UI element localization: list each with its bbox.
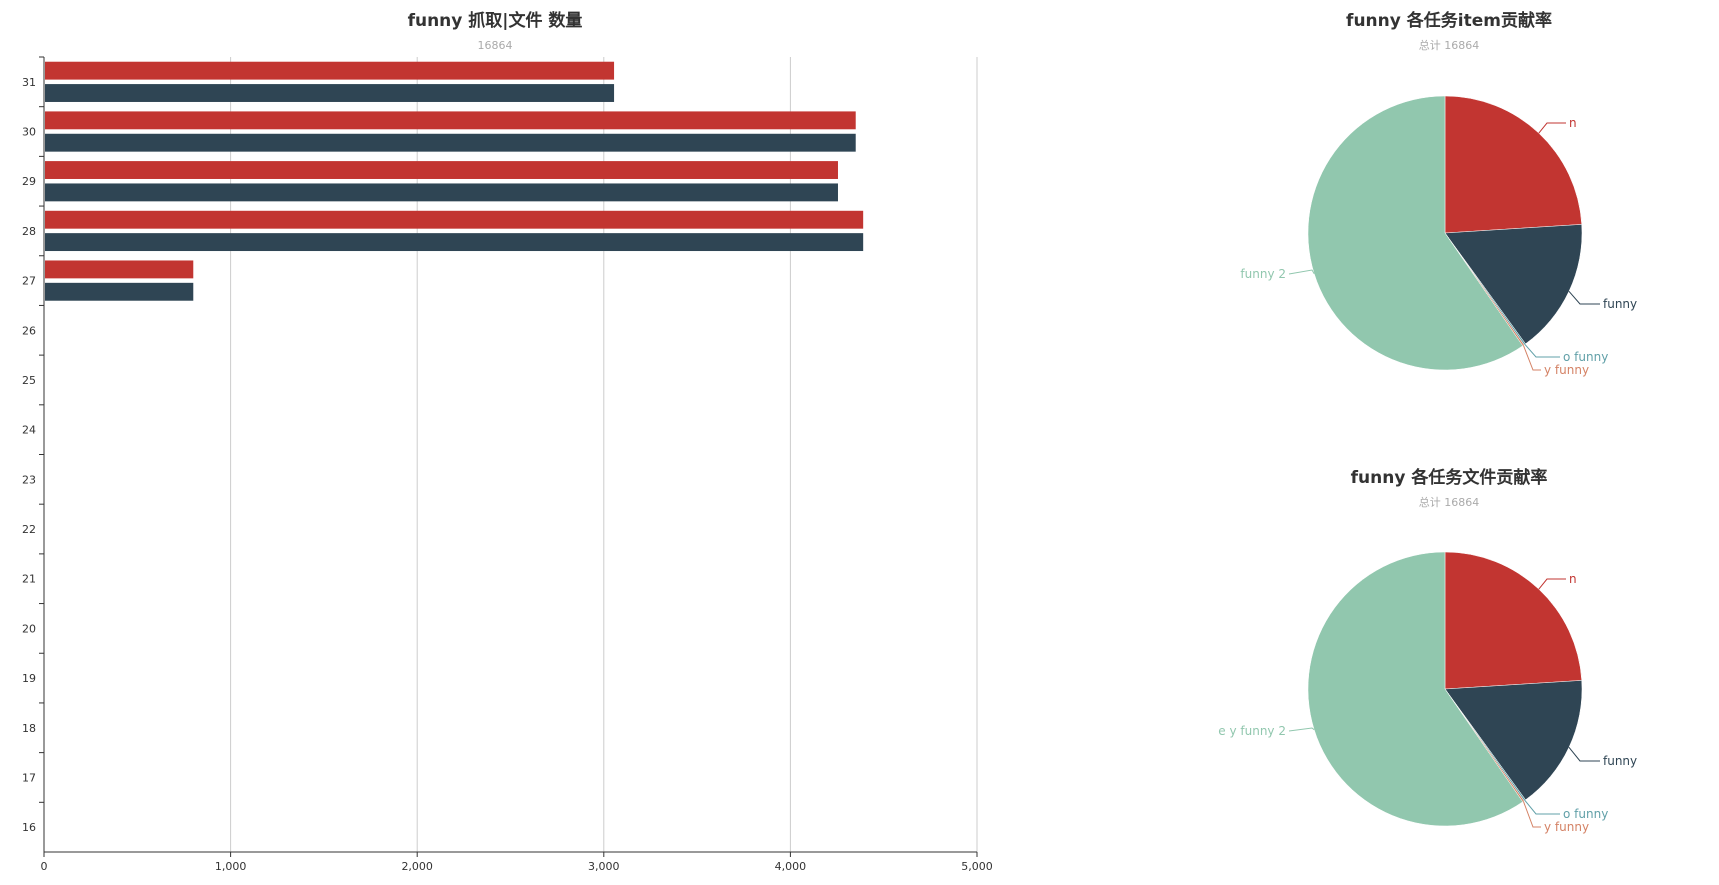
pie-leader-line — [1524, 800, 1560, 815]
bar — [45, 210, 864, 229]
pie-label: n — [1569, 572, 1577, 586]
y-tick-label: 27 — [22, 275, 36, 288]
bar — [45, 282, 194, 301]
y-tick-label: 21 — [22, 573, 36, 586]
bar — [45, 233, 864, 252]
pie-leader-line — [1568, 747, 1600, 762]
y-tick-label: 19 — [22, 672, 36, 685]
bar — [45, 183, 838, 202]
pie-slice — [1307, 95, 1524, 371]
pie-leader-line — [1288, 727, 1315, 732]
pie-label: o funny — [1563, 350, 1608, 364]
y-tick-label: 20 — [22, 622, 36, 635]
bar — [45, 84, 615, 102]
pie-label: y funny — [1544, 820, 1589, 834]
pie-label: o funny — [1563, 807, 1608, 821]
bar-chart-subtitle: 16864 — [478, 39, 513, 52]
pie-label: funny — [1603, 754, 1637, 768]
pie-leader-line — [1568, 291, 1600, 305]
bar-chart-title: funny 抓取|文件 数量 — [408, 10, 583, 31]
x-tick-label: 3,000 — [588, 860, 620, 873]
pie-slice — [1444, 551, 1582, 690]
y-tick-label: 18 — [22, 722, 36, 735]
bar — [45, 133, 856, 152]
y-tick-label: 30 — [22, 126, 36, 139]
pie-item-title: funny 各任务item贡献率 — [1346, 10, 1552, 31]
y-tick-label: 28 — [22, 225, 36, 238]
x-tick-label: 1,000 — [215, 860, 247, 873]
y-tick-label: 31 — [22, 76, 36, 89]
pie-item-subtitle: 总计 16864 — [1419, 38, 1480, 52]
x-tick-label: 2,000 — [401, 860, 433, 873]
x-tick-label: 5,000 — [961, 860, 993, 873]
pie-slice — [1307, 551, 1524, 827]
pie-slice — [1444, 224, 1583, 345]
y-tick-label: 17 — [22, 771, 36, 784]
pie-label: funny 2 — [1240, 267, 1286, 281]
pie-leader-line — [1522, 345, 1541, 371]
y-tick-label: 24 — [22, 424, 36, 437]
y-tick-label: 22 — [22, 523, 36, 536]
bar-marks — [45, 61, 864, 301]
pie-slice — [1444, 680, 1583, 801]
bar — [45, 161, 838, 179]
pie-label: e y funny 2 — [1218, 724, 1286, 738]
bar-axes: 0 1,000 2,000 3,000 4,000 5,000 16 17 18 19 20 21 22… — [22, 56, 993, 873]
pie-leader-line — [1522, 801, 1541, 828]
pie-label: n — [1569, 116, 1577, 130]
pie-leader-line — [1538, 578, 1566, 590]
pie-chart-item: funny 各任务item贡献率 总计 16864 n funny o funnyy… — [1240, 10, 1637, 377]
x-tick-label: 4,000 — [775, 860, 807, 873]
pie-file-subtitle: 总计 16864 — [1419, 495, 1480, 509]
pie-leader-line — [1524, 344, 1560, 358]
pie-leader-line — [1538, 122, 1566, 134]
bar — [45, 260, 194, 279]
y-tick-label: 16 — [22, 821, 36, 834]
y-tick-label: 25 — [22, 374, 36, 387]
y-tick-label: 26 — [22, 324, 36, 337]
x-tick-label: 0 — [41, 860, 48, 873]
bar-chart: funny 抓取|文件 数量 16864 0 1,000 2,000 3,000 4,0… — [22, 10, 993, 873]
pie-file-title: funny 各任务文件贡献率 — [1351, 467, 1548, 488]
pie-label: y funny — [1544, 363, 1589, 377]
pie-label: funny — [1603, 297, 1637, 311]
bar — [45, 111, 856, 130]
pie-slice — [1444, 95, 1582, 234]
y-tick-label: 23 — [22, 473, 36, 486]
bar — [45, 61, 615, 80]
pie-leader-line — [1288, 269, 1315, 275]
y-tick-label: 29 — [22, 175, 36, 188]
